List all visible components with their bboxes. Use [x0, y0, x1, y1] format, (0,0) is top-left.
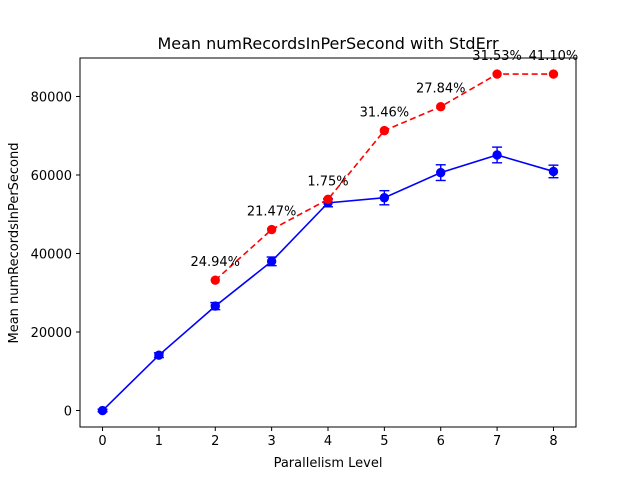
- series-2-point: [210, 275, 220, 285]
- series-2-point: [323, 194, 333, 205]
- x-tick-label: 2: [211, 434, 219, 449]
- improvement-annotation: 31.46%: [360, 106, 410, 121]
- series-2-point: [379, 125, 390, 136]
- improvement-annotation: 41.10%: [529, 49, 579, 64]
- x-tick-label: 7: [493, 434, 501, 449]
- y-tick-label: 40000: [31, 247, 72, 262]
- improvement-annotation: 1.75%: [307, 174, 348, 189]
- series-1-point: [492, 150, 502, 160]
- series-2-point: [492, 69, 502, 79]
- x-axis-title: Parallelism Level: [274, 456, 383, 471]
- series-2-point: [266, 224, 277, 235]
- series-1-point: [154, 350, 164, 360]
- x-tick-label: 6: [437, 434, 445, 449]
- x-tick-label: 1: [155, 434, 163, 449]
- improvement-annotation: 27.84%: [416, 82, 466, 97]
- x-tick-label: 8: [549, 434, 557, 449]
- improvement-annotation: 21.47%: [247, 205, 297, 220]
- plot-area: 0 1 2 3 4 5 6 7 8 0 20000 40000 60000 80000 24.94% 21.4…: [31, 49, 579, 449]
- chart-title: Mean numRecordsInPerSecond with StdErr: [157, 34, 499, 53]
- series-1-point: [97, 405, 108, 416]
- y-tick-label: 60000: [31, 169, 72, 184]
- series-2-point: [436, 101, 446, 112]
- y-tick-label: 20000: [31, 326, 72, 341]
- series-1-point: [266, 256, 277, 267]
- y-tick-label: 80000: [31, 90, 72, 105]
- improvement-annotation: 31.53%: [472, 49, 522, 64]
- x-tick-label: 3: [267, 434, 275, 449]
- series-1-point: [436, 167, 446, 178]
- series-1-point: [210, 301, 220, 311]
- x-tick-label: 4: [324, 434, 332, 449]
- improvement-annotation: 24.94%: [190, 255, 240, 270]
- series-2-point: [548, 69, 559, 79]
- x-tick-label: 0: [98, 434, 106, 449]
- series-1-point: [548, 166, 559, 177]
- y-axis-title: Mean numRecordsInPerSecond: [7, 142, 22, 343]
- y-tick-label: 0: [64, 405, 72, 420]
- x-tick-label: 5: [380, 434, 388, 449]
- series-1-point: [379, 193, 390, 203]
